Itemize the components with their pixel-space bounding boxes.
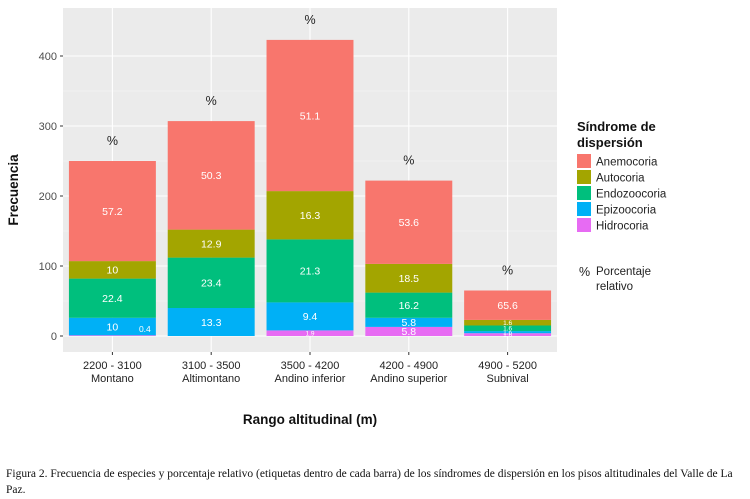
- bar-value-label: 53.6: [399, 217, 420, 229]
- legend-label: Autocoria: [596, 173, 645, 185]
- bar-value-label: 51.1: [300, 110, 321, 122]
- bar-segment-autocoria: [464, 319, 552, 326]
- bar-value-label: 12.9: [201, 238, 222, 250]
- bar-segment-anemocoria: [464, 290, 552, 320]
- legend-key-hidrocoria: [577, 218, 591, 232]
- bar-segment-endozoocoria: [365, 292, 453, 318]
- bar-value-label: 50.3: [201, 170, 222, 182]
- bar-percent-marker: %: [107, 134, 118, 148]
- bar-value-label: 10: [107, 265, 119, 277]
- bar-segment-hidrocoria: [266, 330, 354, 336]
- bar-segment-anemocoria: [167, 121, 255, 230]
- bar-segment-epizoocoria: [266, 302, 354, 331]
- bar-segment-anemocoria: [365, 180, 453, 264]
- x-tick-sublabel: Subnival: [486, 373, 528, 385]
- bar-value-label: 9.4: [303, 311, 318, 323]
- legend-key-endozoocoria: [577, 186, 591, 200]
- bar-segment-hidrocoria: [365, 326, 453, 336]
- bar-percent-marker: %: [206, 94, 217, 108]
- bar-segment-autocoria: [365, 263, 453, 293]
- x-axis-title: Rango altitudinal (m): [243, 412, 377, 427]
- y-tick-label: 0: [51, 331, 57, 343]
- bar-segment-endozoocoria: [68, 278, 156, 318]
- legend-label: Epizoocoria: [596, 205, 657, 217]
- bar-value-label: 5.8: [401, 317, 416, 329]
- y-axis-title: Frecuencia: [6, 154, 21, 226]
- bar-value-label: 1.6: [503, 320, 512, 327]
- bar-segment-epizoocoria: [167, 308, 255, 336]
- bar-segment-endozoocoria: [167, 257, 255, 308]
- legend-label: Hidrocoria: [596, 221, 649, 233]
- bar-value-label: 22.4: [102, 293, 123, 305]
- bar-segment-autocoria: [266, 191, 354, 240]
- x-tick-sublabel: Andino inferior: [275, 373, 346, 385]
- x-tick-label: 2200 - 3100: [83, 360, 142, 372]
- bar-value-label: 18.5: [399, 273, 420, 285]
- bar-segment-autocoria: [68, 261, 156, 279]
- legend-percent-label: relativo: [596, 281, 633, 293]
- bar-value-label: 65.6: [497, 300, 518, 312]
- bar-value-label: 23.4: [201, 278, 222, 290]
- bar-extra-label: 0.4: [139, 324, 151, 334]
- x-tick-label: 3500 - 4200: [281, 360, 340, 372]
- bar-segment-anemocoria: [266, 39, 354, 192]
- bar-value-label: 16.3: [300, 210, 321, 222]
- x-tick-sublabel: Montano: [91, 373, 134, 385]
- bar-value-label: 57.2: [102, 206, 123, 218]
- x-tick-label: 3100 - 3500: [182, 360, 241, 372]
- legend-label: Anemocoria: [596, 157, 658, 169]
- bar-segment-epizoocoria: [68, 317, 156, 336]
- legend-percent-label: Porcentaje: [596, 266, 651, 278]
- legend-title: dispersión: [577, 135, 643, 150]
- bar-value-label: 16.2: [399, 300, 420, 312]
- bar-segment-hidrocoria: [464, 333, 552, 336]
- x-tick-sublabel: Altimontano: [182, 373, 240, 385]
- bar-segment-epizoocoria: [464, 331, 552, 334]
- y-tick-label: 400: [39, 51, 57, 63]
- x-tick-label: 4900 - 5200: [478, 360, 537, 372]
- bar-value-label: 1.6: [503, 332, 512, 339]
- bar-percent-marker: %: [502, 264, 513, 278]
- bar-value-label: 13.3: [201, 317, 222, 329]
- bar-segment-epizoocoria: [365, 317, 453, 327]
- legend-key-anemocoria: [577, 154, 591, 168]
- legend-label: Endozoocoria: [596, 189, 667, 201]
- bar-segment-endozoocoria: [266, 239, 354, 303]
- bar-segment-anemocoria: [68, 161, 156, 262]
- bar-percent-marker: %: [403, 154, 414, 168]
- x-tick-label: 4200 - 4900: [379, 360, 438, 372]
- y-tick-label: 300: [39, 121, 57, 133]
- y-tick-label: 100: [39, 261, 57, 273]
- legend-title: Síndrome de: [577, 119, 656, 134]
- bar-value-label: 5.8: [401, 326, 416, 338]
- y-tick-label: 200: [39, 191, 57, 203]
- bar-segment-hidrocoria: [68, 335, 156, 336]
- x-tick-sublabel: Andino superior: [370, 373, 447, 385]
- bar-value-label: 1.6: [503, 326, 512, 333]
- legend-key-epizoocoria: [577, 202, 591, 216]
- legend-percent-symbol: %: [579, 265, 590, 279]
- legend-key-autocoria: [577, 170, 591, 184]
- bar-percent-marker: %: [304, 13, 315, 27]
- bar-segment-endozoocoria: [464, 325, 552, 332]
- figure-caption: Figura 2. Frecuencia de especies y porce…: [6, 468, 733, 496]
- bar-value-label: 1.9: [305, 331, 314, 338]
- stacked-bar-chart: 0 100 200 300 400 10 22.4 10 57.2% 2200 - 3100Mon…: [6, 8, 667, 427]
- bar-segment-autocoria: [167, 229, 255, 258]
- bar-value-label: 21.3: [300, 266, 321, 278]
- bar-value-label: 1.6: [503, 329, 512, 336]
- bar-value-label: 10: [107, 321, 119, 333]
